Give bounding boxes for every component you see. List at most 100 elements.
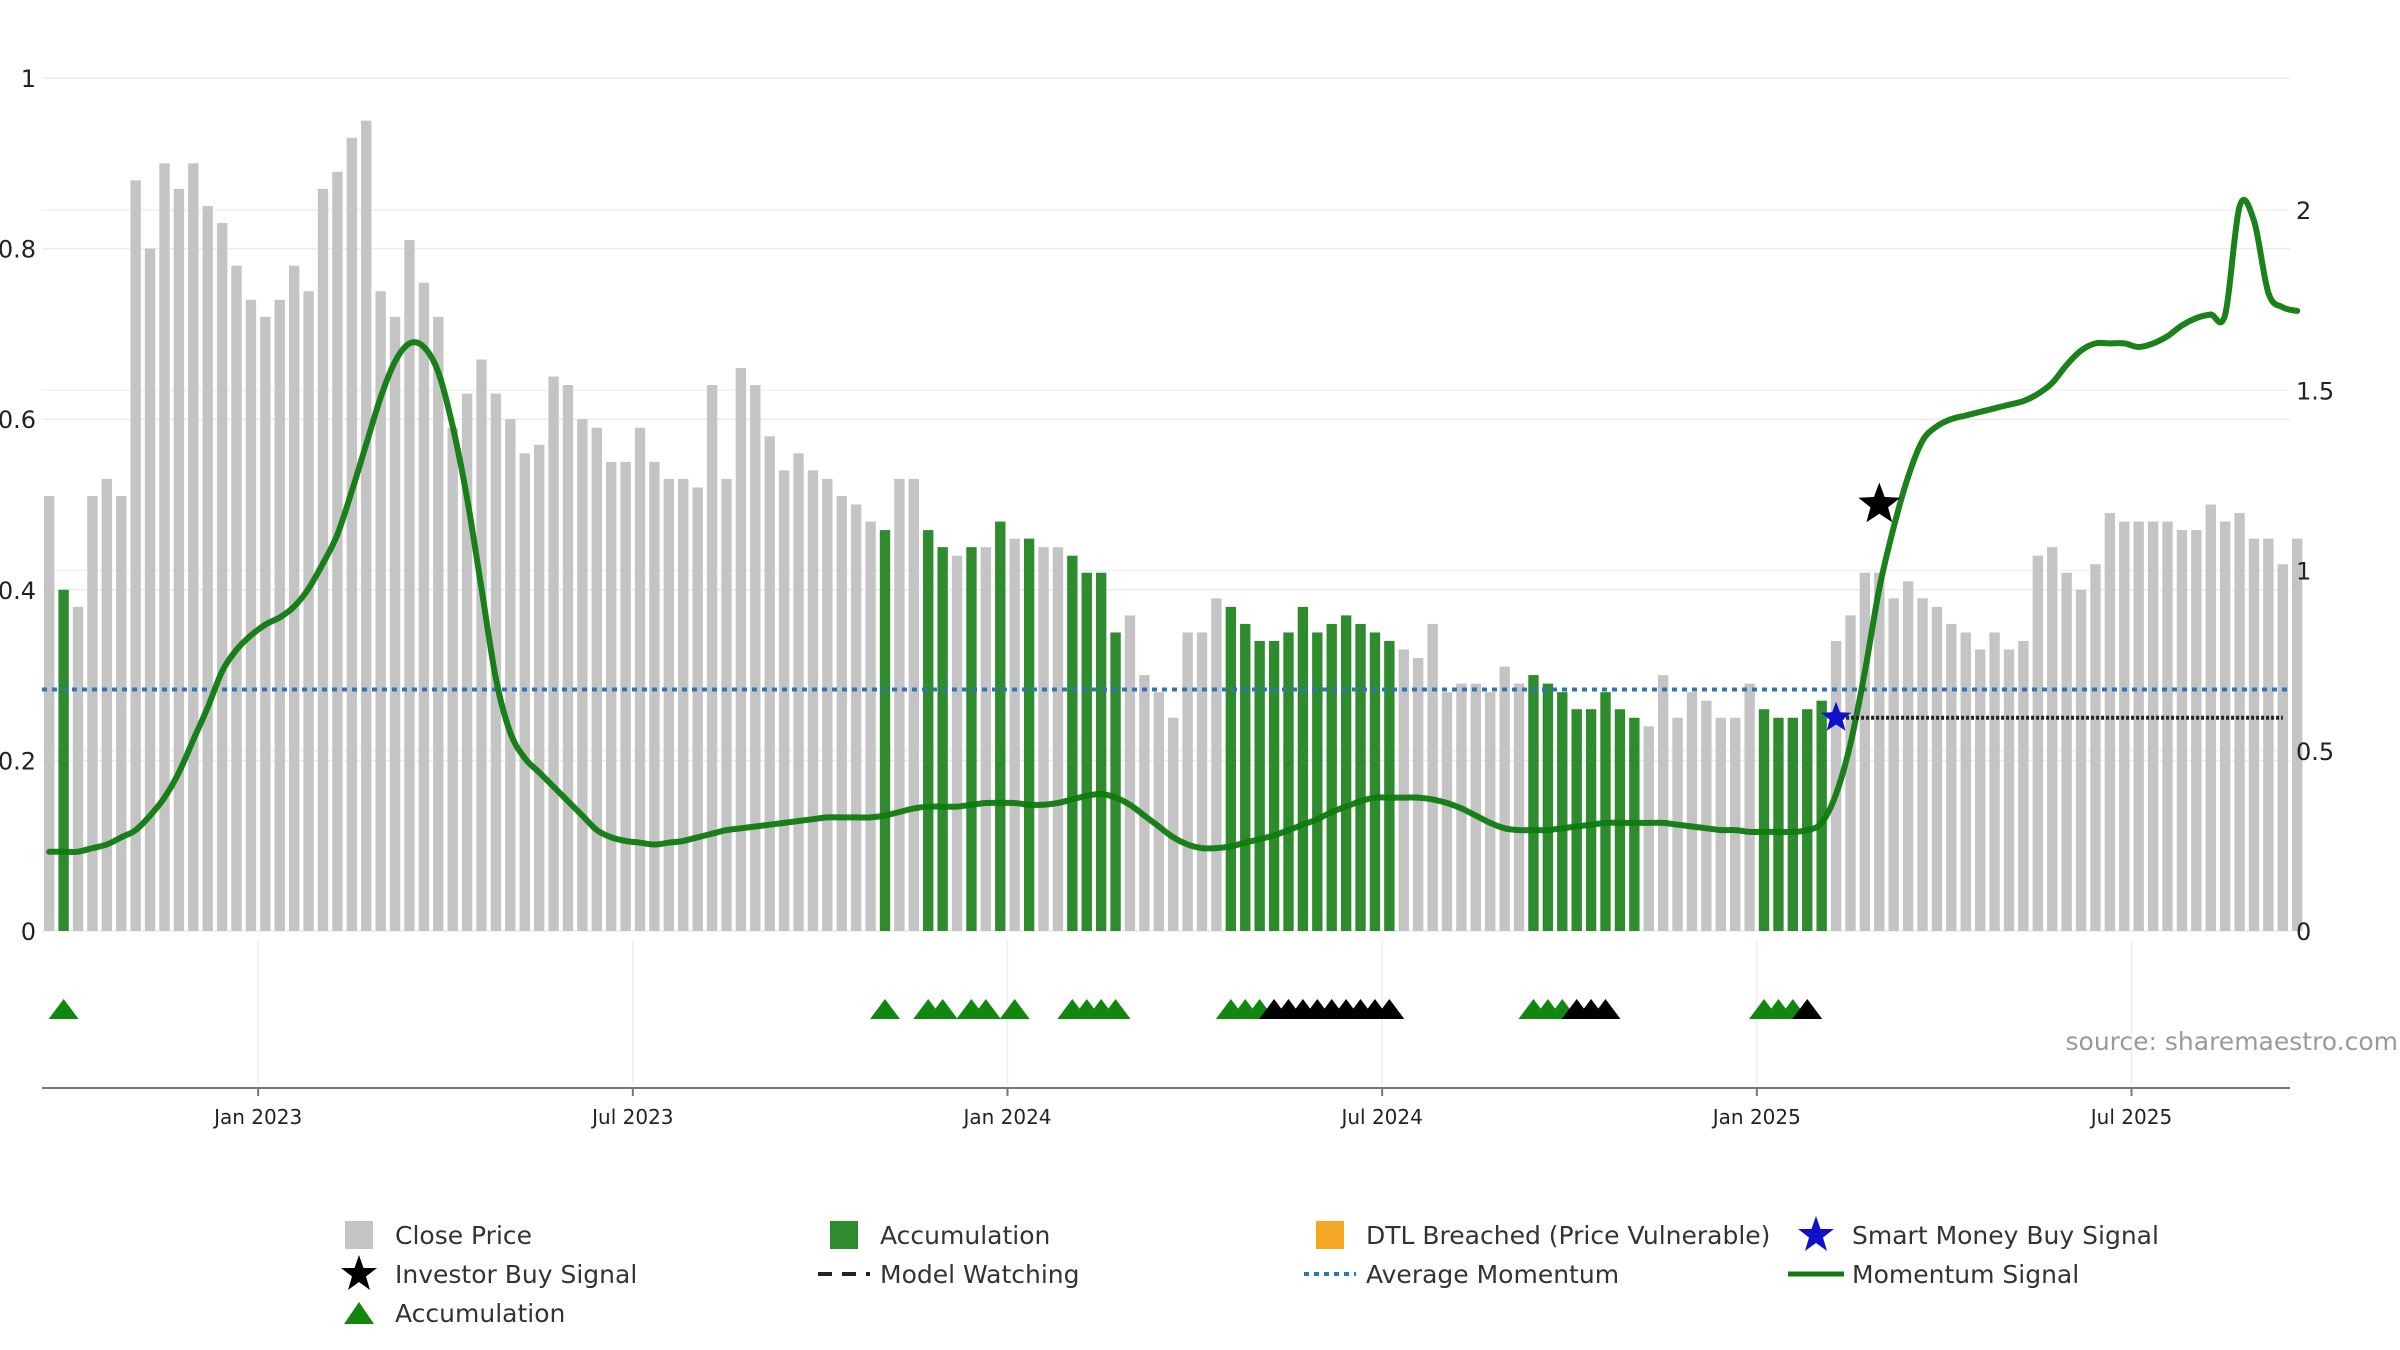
accumulation-bar bbox=[1283, 632, 1294, 931]
close-price-bar bbox=[144, 248, 156, 932]
source-note: source: sharemaestro.com bbox=[2066, 1027, 2399, 1056]
tick-labels-layer: 0 0.2 0.4 0.6 0.8 1 0 0.5 1 1.5 2 Jan 2023 Jul 2023 J… bbox=[0, 65, 2334, 1129]
close-price-bar bbox=[375, 291, 386, 931]
close-price-bar bbox=[130, 180, 141, 932]
legend-item-smart-money: Smart Money Buy Signal bbox=[1788, 1216, 2159, 1253]
close-price-bar bbox=[2003, 649, 2015, 931]
close-price-bar bbox=[245, 299, 257, 931]
close-price-bar bbox=[447, 427, 458, 931]
close-price-bar bbox=[1917, 598, 1928, 931]
momentum-signal-layer bbox=[46, 197, 2301, 855]
close-price-bar bbox=[2133, 521, 2144, 931]
legend-label-dtl-breached: DTL Breached (Price Vulnerable) bbox=[1366, 1220, 1771, 1250]
legend-item-dtl-breached: DTL Breached (Price Vulnerable) bbox=[1302, 1217, 1770, 1253]
legend-label-investor-buy: Investor Buy Signal bbox=[395, 1259, 638, 1289]
close-price-bar bbox=[2018, 640, 2029, 931]
close-price-bar bbox=[2292, 538, 2303, 931]
close-price-bar bbox=[778, 470, 790, 931]
close-price-bar bbox=[2147, 521, 2159, 931]
accumulation-bar bbox=[1067, 555, 1078, 931]
close-price-bar bbox=[2061, 572, 2072, 931]
legend-label-momentum-signal: Momentum Signal bbox=[1852, 1259, 2080, 1289]
close-price-bar bbox=[1168, 717, 1179, 931]
close-price-bar bbox=[1874, 572, 1885, 931]
y-left-tick-label: 0.4 bbox=[0, 577, 36, 605]
close-price-bar bbox=[1427, 623, 1438, 931]
close-price-bar bbox=[2205, 504, 2216, 931]
close-price-bar bbox=[764, 436, 775, 931]
y-right-tick-label: 2 bbox=[2296, 197, 2311, 225]
close-price-bar bbox=[1946, 623, 1957, 931]
accumulation-bar bbox=[1773, 717, 1784, 931]
accumulation-bar bbox=[1355, 623, 1366, 931]
close-price-bar bbox=[1513, 683, 1525, 931]
close-price-bar bbox=[2090, 564, 2101, 931]
close-price-bar bbox=[1139, 675, 1150, 931]
close-price-bar bbox=[288, 265, 300, 931]
x-tick-label: Jan 2023 bbox=[212, 1105, 302, 1129]
accumulation-bar bbox=[1110, 632, 1121, 931]
close-price-bar bbox=[606, 461, 617, 931]
close-price-bar bbox=[188, 163, 199, 932]
close-price-bar bbox=[562, 385, 574, 932]
close-price-bar bbox=[2176, 530, 2188, 931]
y-right-tick-label: 1.5 bbox=[2296, 377, 2334, 405]
close-price-bar bbox=[706, 385, 718, 932]
star-icon bbox=[1798, 1216, 1834, 1251]
close-price-bar bbox=[533, 444, 545, 931]
accumulation-bar bbox=[58, 589, 69, 931]
close-price-bar bbox=[865, 521, 876, 931]
watch-triangle bbox=[1590, 999, 1621, 1019]
accumulation-bar bbox=[1384, 640, 1395, 931]
accumulation-bar bbox=[995, 521, 1006, 931]
investor-buy-star bbox=[1858, 482, 1901, 523]
close-price-bar bbox=[418, 282, 430, 932]
accumulation-bar bbox=[1571, 709, 1582, 931]
close-price-bar bbox=[461, 393, 473, 931]
close-price-bar bbox=[1009, 538, 1020, 931]
accumulation-bar bbox=[1340, 615, 1352, 931]
accumulation-bar bbox=[1268, 640, 1280, 931]
close-price-bar bbox=[735, 368, 747, 931]
accumulation-bar bbox=[1225, 606, 1237, 931]
accumulation-bar bbox=[1600, 692, 1611, 931]
close-price-bar bbox=[1730, 717, 1741, 931]
legend-item-close-price: Close Price bbox=[331, 1217, 532, 1253]
axes-layer bbox=[42, 1087, 2290, 1096]
close-price-bar bbox=[649, 461, 660, 931]
close-price-bar bbox=[1715, 717, 1726, 931]
momentum-signal-line bbox=[46, 197, 2301, 855]
watch-triangle bbox=[1374, 999, 1405, 1019]
y-right-tick-label: 0.5 bbox=[2296, 738, 2334, 766]
close-price-bar bbox=[1038, 547, 1049, 931]
close-price-bar bbox=[1124, 615, 1136, 931]
price-momentum-chart: 0 0.2 0.4 0.6 0.8 1 0 0.5 1 1.5 2 Jan 2023 Jul 2023 J… bbox=[0, 65, 2399, 1129]
close-price-bar bbox=[433, 316, 444, 932]
close-price-bar bbox=[2248, 538, 2260, 931]
close-price-bar bbox=[1643, 726, 1654, 931]
close-price-bar bbox=[793, 453, 804, 931]
accumulation-bar bbox=[1542, 683, 1554, 931]
y-left-tick-label: 0.6 bbox=[0, 406, 36, 434]
legend-item-accumulation-bar: Accumulation bbox=[816, 1217, 1050, 1253]
legend-item-average-momentum: Average Momentum bbox=[1302, 1256, 1619, 1292]
close-price-bar bbox=[1845, 615, 1856, 931]
close-price-bar bbox=[577, 419, 588, 931]
legend-item-accumulation-triangle: Accumulation bbox=[331, 1295, 565, 1331]
x-tick-label: Jul 2023 bbox=[590, 1105, 673, 1129]
close-price-bar bbox=[404, 240, 415, 931]
close-price-bar bbox=[750, 385, 761, 932]
close-price-bar bbox=[231, 265, 242, 931]
close-price-bar bbox=[2191, 530, 2202, 931]
accumulation-bar bbox=[1312, 632, 1323, 931]
close-price-bar bbox=[1211, 598, 1222, 931]
close-price-bar bbox=[2047, 547, 2058, 931]
close-price-bar bbox=[2277, 564, 2288, 931]
y-left-tick-label: 1 bbox=[21, 65, 36, 93]
close-price-bar bbox=[1153, 692, 1164, 931]
close-price-bar bbox=[476, 359, 487, 931]
accumulation-bar bbox=[1585, 709, 1597, 931]
watch-triangle bbox=[1792, 999, 1823, 1019]
legend-item-investor-buy: Investor Buy Signal bbox=[331, 1255, 638, 1292]
